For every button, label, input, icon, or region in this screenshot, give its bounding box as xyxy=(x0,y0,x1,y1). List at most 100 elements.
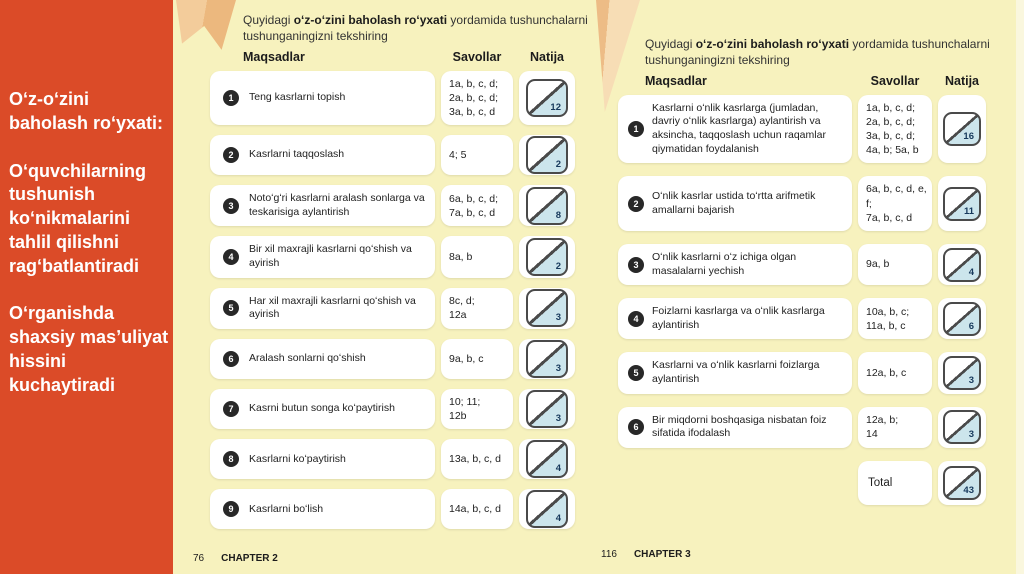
result-cell: 2 xyxy=(519,236,575,278)
table-row: 3 Notoʻgʻri kasrlarni aralash sonlarga v… xyxy=(210,185,597,227)
sidebar-paragraph-1: Oʻquvchilarning tushunish koʻnikmalarini… xyxy=(9,160,147,276)
questions-cell: 6a, b, c, d; 7a, b, c, d xyxy=(441,185,513,227)
result-cell: 2 xyxy=(519,135,575,176)
row-number-badge: 1 xyxy=(628,121,644,137)
column-header-objectives: Maqsadlar xyxy=(243,49,305,64)
row-number-badge: 5 xyxy=(223,300,239,317)
score-value: 3 xyxy=(555,413,561,425)
row-number-badge: 8 xyxy=(223,451,239,468)
score-value: 4 xyxy=(555,513,561,525)
objective-cell: 4 Foizlarni kasrlarga va oʻnlik kasrlarg… xyxy=(618,298,852,340)
score-value: 3 xyxy=(968,429,974,441)
score-box: 3 xyxy=(526,289,568,328)
result-cell: 3 xyxy=(938,406,986,448)
row-number-badge: 2 xyxy=(223,147,239,164)
objective-text: Kasrlarni koʻpaytirish xyxy=(249,452,346,465)
result-cell: 3 xyxy=(519,389,575,430)
table-row: 6 Aralash sonlarni qoʻshish 9a, b, c 3 xyxy=(210,339,597,380)
intro-suffix: yordamida tushunchalarni tushunganingizn… xyxy=(243,13,588,43)
questions-cell: 10; 11; 12b xyxy=(441,389,513,430)
questions-cell: 1a, b, c, d; 2a, b, c, d; 3a, b, c, d; 4… xyxy=(858,94,932,164)
objective-cell: 6 Aralash sonlarni qoʻshish xyxy=(210,339,435,380)
objective-cell: 8 Kasrlarni koʻpaytirish xyxy=(210,439,435,480)
objective-text: Oʻnlik kasrlar ustida toʻrtta arifmetik … xyxy=(652,189,816,216)
score-value: 12 xyxy=(550,101,561,113)
chapter-label: CHAPTER 3 xyxy=(633,549,691,560)
result-cell: 16 xyxy=(938,94,986,164)
table-row: 1 Kasrlarni oʻnlik kasrlarga (jumladan, … xyxy=(618,94,1016,164)
page-footer: 116 CHAPTER 3 xyxy=(601,549,691,560)
objective-text: Kasrlarni va oʻnlik kasrlarni foizlarga … xyxy=(652,359,820,386)
score-value: 6 xyxy=(968,320,974,332)
score-box: 8 xyxy=(526,186,568,225)
result-cell: 6 xyxy=(938,298,986,340)
questions-cell: 9a, b xyxy=(858,243,932,286)
table-row: 2 Oʻnlik kasrlar ustida toʻrtta arifmeti… xyxy=(618,176,1016,231)
score-value: 4 xyxy=(555,463,561,475)
sidebar: Oʻz-oʻzini baholash roʻyxati: Oʻquvchila… xyxy=(0,0,173,574)
intro-prefix: Quyidagi xyxy=(645,37,696,51)
page-edge-strip xyxy=(1016,0,1024,574)
column-header-result: Natija xyxy=(944,73,980,88)
score-box: 11 xyxy=(943,186,981,221)
objective-cell: 5 Har xil maxrajli kasrlarni qoʻshish va… xyxy=(210,287,435,330)
result-cell: 4 xyxy=(519,489,575,530)
score-value: 2 xyxy=(555,261,561,273)
objective-text: Teng kasrlarni topish xyxy=(249,91,346,104)
objective-cell: 6 Bir miqdorni boshqasiga nisbatan foiz … xyxy=(618,406,852,448)
column-headers: Maqsadlar Savollar Natija xyxy=(618,74,1016,88)
questions-cell: 10a, b, c; 11a, b, c xyxy=(858,298,932,340)
result-cell: 3 xyxy=(519,287,575,330)
questions-cell: 9a, b, c xyxy=(441,339,513,380)
row-number-badge: 3 xyxy=(223,197,239,214)
page-number: 116 xyxy=(601,549,617,560)
column-headers: Maqsadlar Savollar Natija xyxy=(210,50,597,64)
score-value: 4 xyxy=(968,266,974,278)
table-row: 4 Bir xil maxrajli kasrlarni qoʻshish va… xyxy=(210,236,597,278)
self-check-intro: Quyidagi oʻz-oʻzini baholash roʻyxati yo… xyxy=(645,37,997,69)
table-row: 4 Foizlarni kasrlarga va oʻnlik kasrlarg… xyxy=(618,298,1016,340)
row-number-badge: 5 xyxy=(628,365,644,382)
result-cell: 3 xyxy=(519,339,575,380)
objective-cell: 7 Kasrni butun songa koʻpaytirish xyxy=(210,389,435,430)
questions-cell: 8c, d; 12a xyxy=(441,287,513,330)
score-box: 43 xyxy=(943,465,981,500)
objective-cell: 9 Kasrlarni boʻlish xyxy=(210,489,435,530)
intro-suffix: yordamida tushunchalarni tushunganingizn… xyxy=(645,37,990,67)
result-cell: 12 xyxy=(519,70,575,126)
column-header-questions: Savollar xyxy=(452,49,502,64)
table-row: 7 Kasrni butun songa koʻpaytirish 10; 11… xyxy=(210,389,597,430)
score-box: 4 xyxy=(943,247,981,282)
objective-cell: 1 Teng kasrlarni topish xyxy=(210,70,435,126)
objective-text: Kasrlarni taqqoslash xyxy=(249,148,345,161)
score-box: 16 xyxy=(943,112,981,146)
score-box: 4 xyxy=(526,440,568,479)
score-value: 3 xyxy=(555,363,561,375)
table-row: 2 Kasrlarni taqqoslash 4; 5 2 xyxy=(210,135,597,176)
table-row: 6 Bir miqdorni boshqasiga nisbatan foiz … xyxy=(618,406,1016,448)
intro-prefix: Quyidagi xyxy=(243,13,294,27)
questions-cell: 1a, b, c, d; 2a, b, c, d; 3a, b, c, d xyxy=(441,70,513,126)
row-number-badge: 6 xyxy=(628,419,644,436)
objective-text: Notoʻgʻri kasrlarni aralash sonlarga va … xyxy=(249,192,425,218)
objective-text: Bir miqdorni boshqasiga nisbatan foiz si… xyxy=(652,413,827,440)
column-header-objectives: Maqsadlar xyxy=(645,73,707,88)
questions-cell: 12a, b; 14 xyxy=(858,406,932,448)
questions-cell: 8a, b xyxy=(441,236,513,278)
page-number: 76 xyxy=(193,553,205,564)
score-box: 4 xyxy=(526,490,568,529)
objective-text: Aralash sonlarni qoʻshish xyxy=(249,352,366,365)
row-number-badge: 2 xyxy=(628,195,644,212)
table-row: 8 Kasrlarni koʻpaytirish 13a, b, c, d 4 xyxy=(210,439,597,480)
intro-bold: oʻz-oʻzini baholash roʻyxati xyxy=(293,13,448,27)
row-number-badge: 7 xyxy=(223,401,239,418)
sidebar-paragraph-2: Oʻrganishda shaxsiy masʼuliyat hissini k… xyxy=(9,303,169,395)
objective-text: Kasrlarni oʻnlik kasrlarga (jumladan, da… xyxy=(652,101,826,155)
score-box: 3 xyxy=(526,340,568,379)
table-row: 3 Oʻnlik kasrlarni oʻz ichiga olgan masa… xyxy=(618,243,1016,286)
table-row: 5 Har xil maxrajli kasrlarni qoʻshish va… xyxy=(210,287,597,330)
self-check-intro: Quyidagi oʻz-oʻzini baholash roʻyxati yo… xyxy=(243,13,595,45)
column-header-questions: Savollar xyxy=(870,73,920,88)
score-box: 2 xyxy=(526,136,568,175)
